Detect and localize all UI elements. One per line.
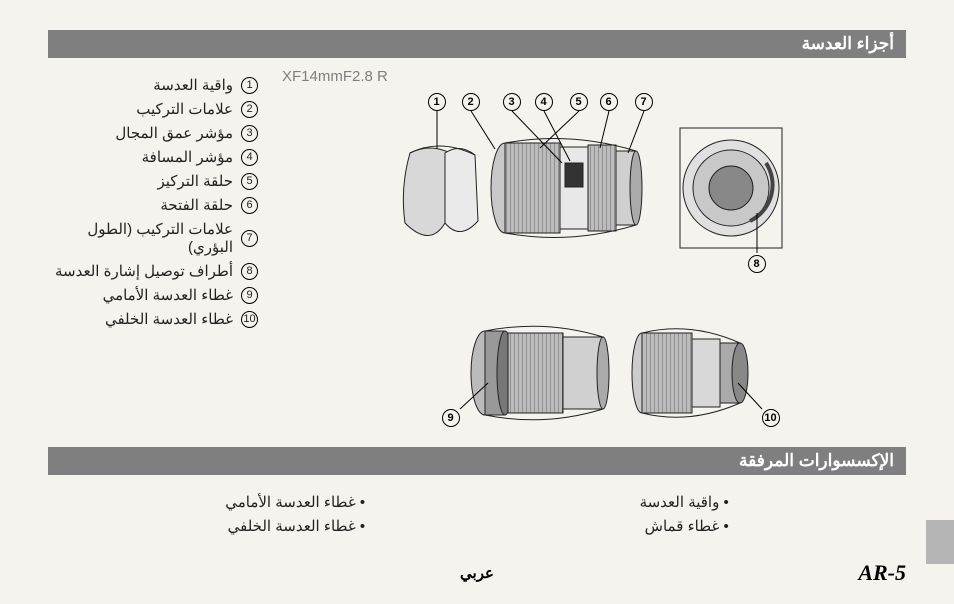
callout-1: 1	[428, 93, 446, 111]
accessories-col-2: واقية العدسة غطاء قماش	[640, 493, 729, 535]
part-item-4: 4 مؤشر المسافة	[48, 148, 258, 166]
part-label-10: غطاء العدسة الخلفي	[105, 310, 233, 328]
part-num-9: 9	[241, 287, 258, 304]
part-label-5: حلقة التركيز	[157, 172, 233, 190]
part-item-5: 5 حلقة التركيز	[48, 172, 258, 190]
part-label-1: واقية العدسة	[153, 76, 233, 94]
callout-4: 4	[535, 93, 553, 111]
page-footer: عربي AR-5	[48, 560, 906, 586]
accessory-item: غطاء العدسة الخلفي	[225, 517, 365, 535]
parts-list-column: 1 واقية العدسة 2 علامات التركيب 3 مؤشر ع…	[48, 68, 258, 433]
side-tab	[926, 520, 954, 564]
part-item-2: 2 علامات التركيب	[48, 100, 258, 118]
lens-model-name: XF14mmF2.8 R	[278, 68, 906, 85]
part-item-9: 9 غطاء العدسة الأمامي	[48, 286, 258, 304]
accessories-grid: غطاء العدسة الأمامي غطاء العدسة الخلفي و…	[48, 485, 906, 535]
part-num-6: 6	[241, 197, 258, 214]
part-item-7: 7 علامات التركيب (الطول البؤري)	[48, 220, 258, 256]
part-item-10: 10 غطاء العدسة الخلفي	[48, 310, 258, 328]
diagram-column: XF14mmF2.8 R	[278, 68, 906, 433]
callout-8: 8	[748, 255, 766, 273]
part-item-3: 3 مؤشر عمق المجال	[48, 124, 258, 142]
language-label: عربي	[460, 564, 494, 582]
accessories-col-1: غطاء العدسة الأمامي غطاء العدسة الخلفي	[225, 493, 365, 535]
accessory-item: غطاء العدسة الأمامي	[225, 493, 365, 511]
callout-7: 7	[635, 93, 653, 111]
accessory-item: غطاء قماش	[640, 517, 729, 535]
lens-diagram-svg	[390, 93, 795, 433]
part-num-4: 4	[241, 149, 258, 166]
part-item-6: 6 حلقة الفتحة	[48, 196, 258, 214]
part-item-1: 1 واقية العدسة	[48, 76, 258, 94]
parts-section-body: XF14mmF2.8 R	[48, 68, 906, 433]
parts-section-header: أجزاء العدسة	[48, 30, 906, 58]
part-label-3: مؤشر عمق المجال	[115, 124, 233, 142]
callout-2: 2	[462, 93, 480, 111]
part-label-2: علامات التركيب	[136, 100, 233, 118]
part-label-6: حلقة الفتحة	[160, 196, 233, 214]
part-label-8: أطراف توصيل إشارة العدسة	[55, 262, 233, 280]
callout-10: 10	[762, 409, 780, 427]
part-label-9: غطاء العدسة الأمامي	[103, 286, 233, 304]
part-num-5: 5	[241, 173, 258, 190]
accessories-section: الإكسسوارات المرفقة غطاء العدسة الأمامي …	[48, 447, 906, 535]
part-num-3: 3	[241, 125, 258, 142]
part-label-7: علامات التركيب (الطول البؤري)	[48, 220, 233, 256]
callout-6: 6	[600, 93, 618, 111]
accessories-section-header: الإكسسوارات المرفقة	[48, 447, 906, 475]
part-num-8: 8	[241, 263, 258, 280]
part-num-10: 10	[241, 311, 258, 328]
callout-5: 5	[570, 93, 588, 111]
manual-page: أجزاء العدسة XF14mmF2.8 R	[0, 0, 954, 604]
part-item-8: 8 أطراف توصيل إشارة العدسة	[48, 262, 258, 280]
callout-9: 9	[442, 409, 460, 427]
page-number: AR-5	[858, 560, 906, 586]
part-num-1: 1	[241, 77, 258, 94]
accessory-item: واقية العدسة	[640, 493, 729, 511]
part-label-4: مؤشر المسافة	[142, 148, 233, 166]
lens-exploded-diagram: 1 2 3 4 5 6 7 8 9 10	[390, 93, 795, 433]
callout-3: 3	[503, 93, 521, 111]
part-num-2: 2	[241, 101, 258, 118]
part-num-7: 7	[241, 230, 258, 247]
